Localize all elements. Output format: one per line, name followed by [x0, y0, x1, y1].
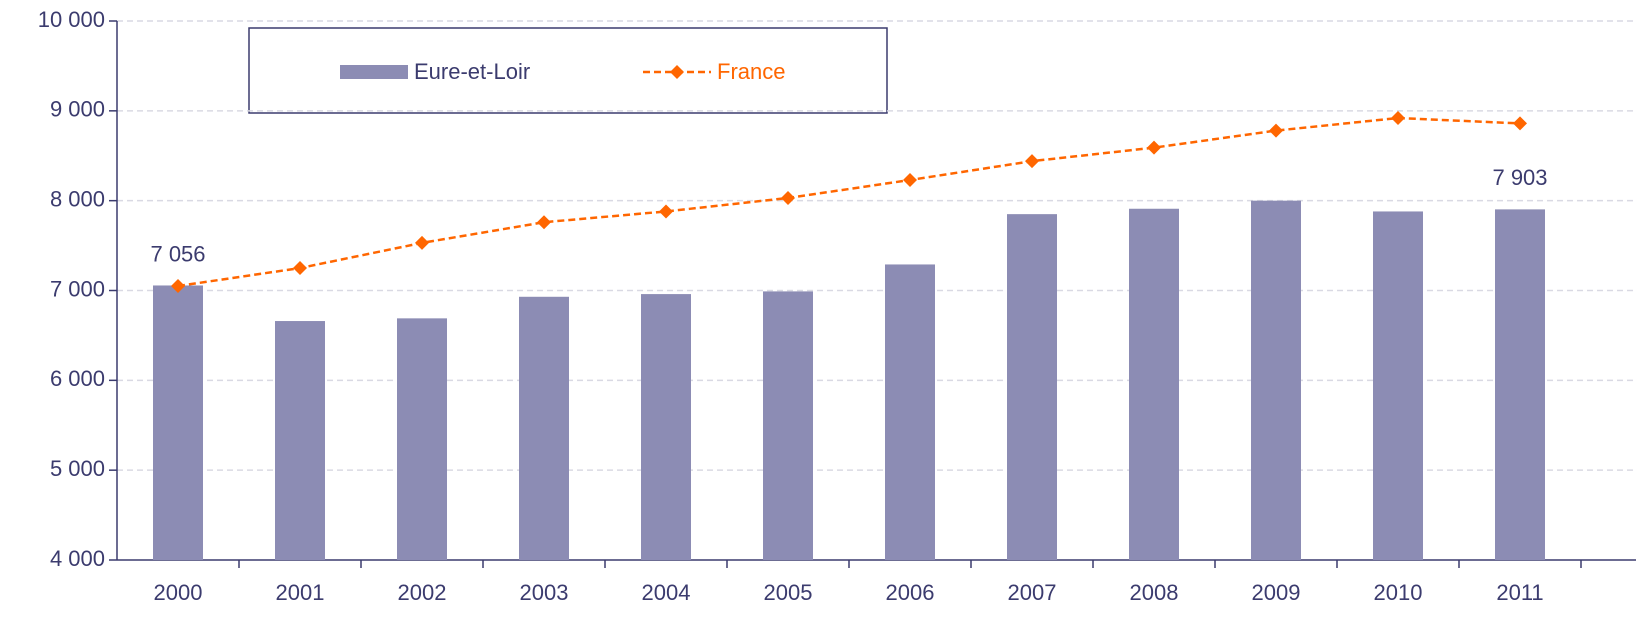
x-tick-label: 2006	[886, 580, 935, 605]
bar	[1129, 208, 1179, 561]
line	[177, 116, 1521, 288]
marker	[659, 204, 673, 219]
marker	[1147, 140, 1161, 155]
y-tick-label: 7 000	[50, 276, 105, 301]
bar	[885, 264, 935, 560]
x-tick-label: 2007	[1008, 580, 1057, 605]
marker	[903, 173, 917, 188]
bar	[641, 294, 691, 560]
y-tick-label: 9 000	[50, 97, 105, 122]
legend-swatch	[670, 65, 684, 79]
bar	[275, 321, 325, 560]
marker	[1269, 123, 1283, 138]
y-tick-label: 4 000	[50, 546, 105, 571]
data-label: 7 903	[1492, 165, 1547, 190]
bar	[153, 285, 203, 560]
bar	[1251, 200, 1301, 560]
legend-label: Eure-et-Loir	[414, 59, 530, 84]
x-tick-label: 2001	[276, 580, 325, 605]
bar	[763, 291, 813, 560]
y-tick-label: 10 000	[38, 7, 105, 32]
legend-swatch	[340, 65, 408, 79]
y-tick-label: 5 000	[50, 456, 105, 481]
bar	[1495, 209, 1545, 560]
bar	[1373, 211, 1423, 561]
x-tick-label: 2004	[642, 580, 691, 605]
bar	[397, 318, 447, 560]
y-tick-label: 8 000	[50, 186, 105, 211]
x-tick-label: 2005	[764, 580, 813, 605]
x-tick-label: 2000	[154, 580, 203, 605]
x-tick-label: 2002	[398, 580, 447, 605]
data-label: 7 056	[150, 241, 205, 266]
marker	[537, 215, 551, 230]
x-tick-label: 2008	[1130, 580, 1179, 605]
bar	[519, 296, 569, 560]
marker	[293, 261, 307, 276]
x-tick-label: 2010	[1374, 580, 1423, 605]
x-tick-label: 2003	[520, 580, 569, 605]
marker	[1391, 111, 1405, 126]
x-tick-label: 2009	[1252, 580, 1301, 605]
legend-label: France	[717, 59, 785, 84]
marker	[781, 190, 795, 205]
x-tick-label: 2011	[1496, 580, 1543, 605]
marker	[1513, 116, 1527, 131]
y-tick-label: 6 000	[50, 366, 105, 391]
bar	[1007, 214, 1057, 560]
marker	[1025, 154, 1039, 169]
marker	[415, 235, 429, 250]
marker	[171, 279, 185, 294]
